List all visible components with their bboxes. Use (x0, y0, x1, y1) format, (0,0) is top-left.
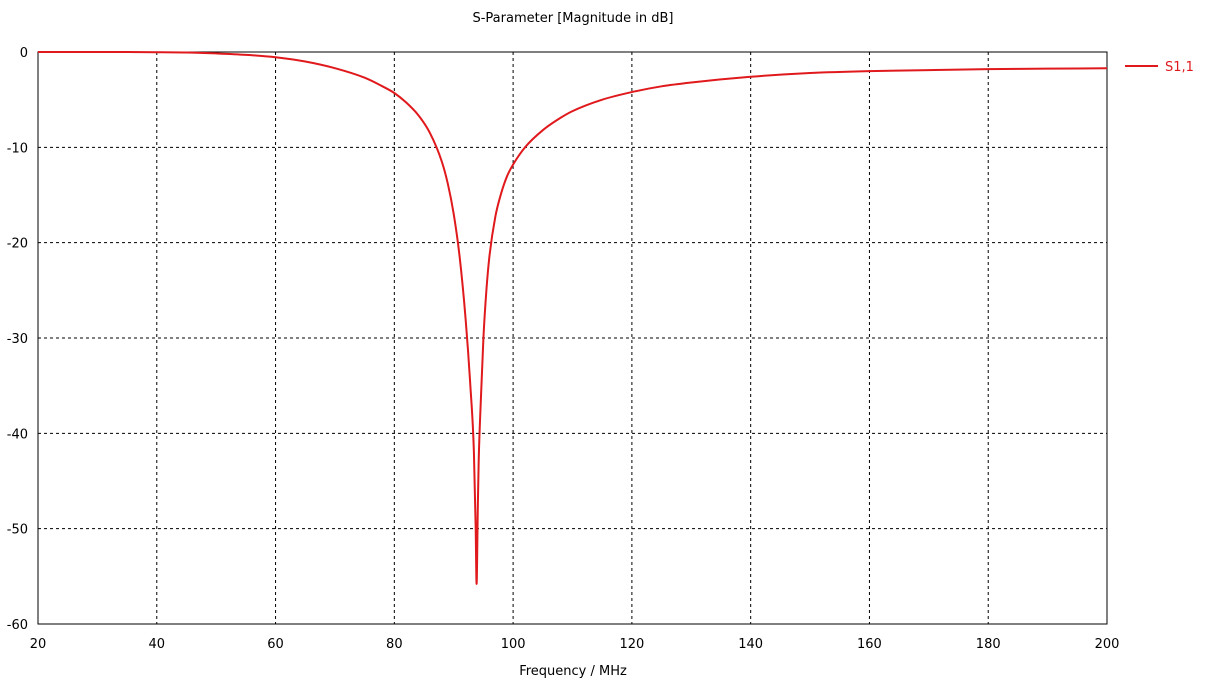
chart-title: S-Parameter [Magnitude in dB] (472, 11, 673, 26)
x-tick-label: 80 (386, 637, 403, 652)
y-tick-label: -20 (7, 237, 28, 252)
x-tick-label: 40 (149, 637, 166, 652)
y-axis-ticks: 0 -10 -20 -30 -40 -50 -60 (7, 46, 28, 633)
x-tick-label: 180 (976, 637, 1001, 652)
y-tick-label: -60 (7, 618, 28, 633)
y-tick-label: -40 (7, 427, 28, 442)
x-tick-label: 160 (857, 637, 882, 652)
x-tick-label: 60 (267, 637, 284, 652)
series-layer (37, 50, 1108, 585)
x-axis-label: Frequency / MHz (519, 664, 627, 679)
x-tick-label: 20 (30, 637, 47, 652)
series-line-s11 (37, 50, 1108, 585)
x-tick-label: 200 (1095, 637, 1120, 652)
y-tick-label: 0 (20, 46, 28, 61)
legend-label: S1,1 (1165, 60, 1194, 75)
y-tick-label: -50 (7, 523, 28, 538)
x-tick-label: 140 (738, 637, 763, 652)
x-tick-label: 120 (619, 637, 644, 652)
plot-frame (37, 51, 1108, 625)
legend: S1,1 (1125, 60, 1194, 75)
y-tick-label: -30 (7, 332, 28, 347)
y-tick-label: -10 (7, 141, 28, 156)
x-axis-ticks: 20 40 60 80 100 120 140 160 180 200 (30, 637, 1120, 652)
grid-lines (38, 52, 1107, 624)
x-tick-label: 100 (501, 637, 526, 652)
